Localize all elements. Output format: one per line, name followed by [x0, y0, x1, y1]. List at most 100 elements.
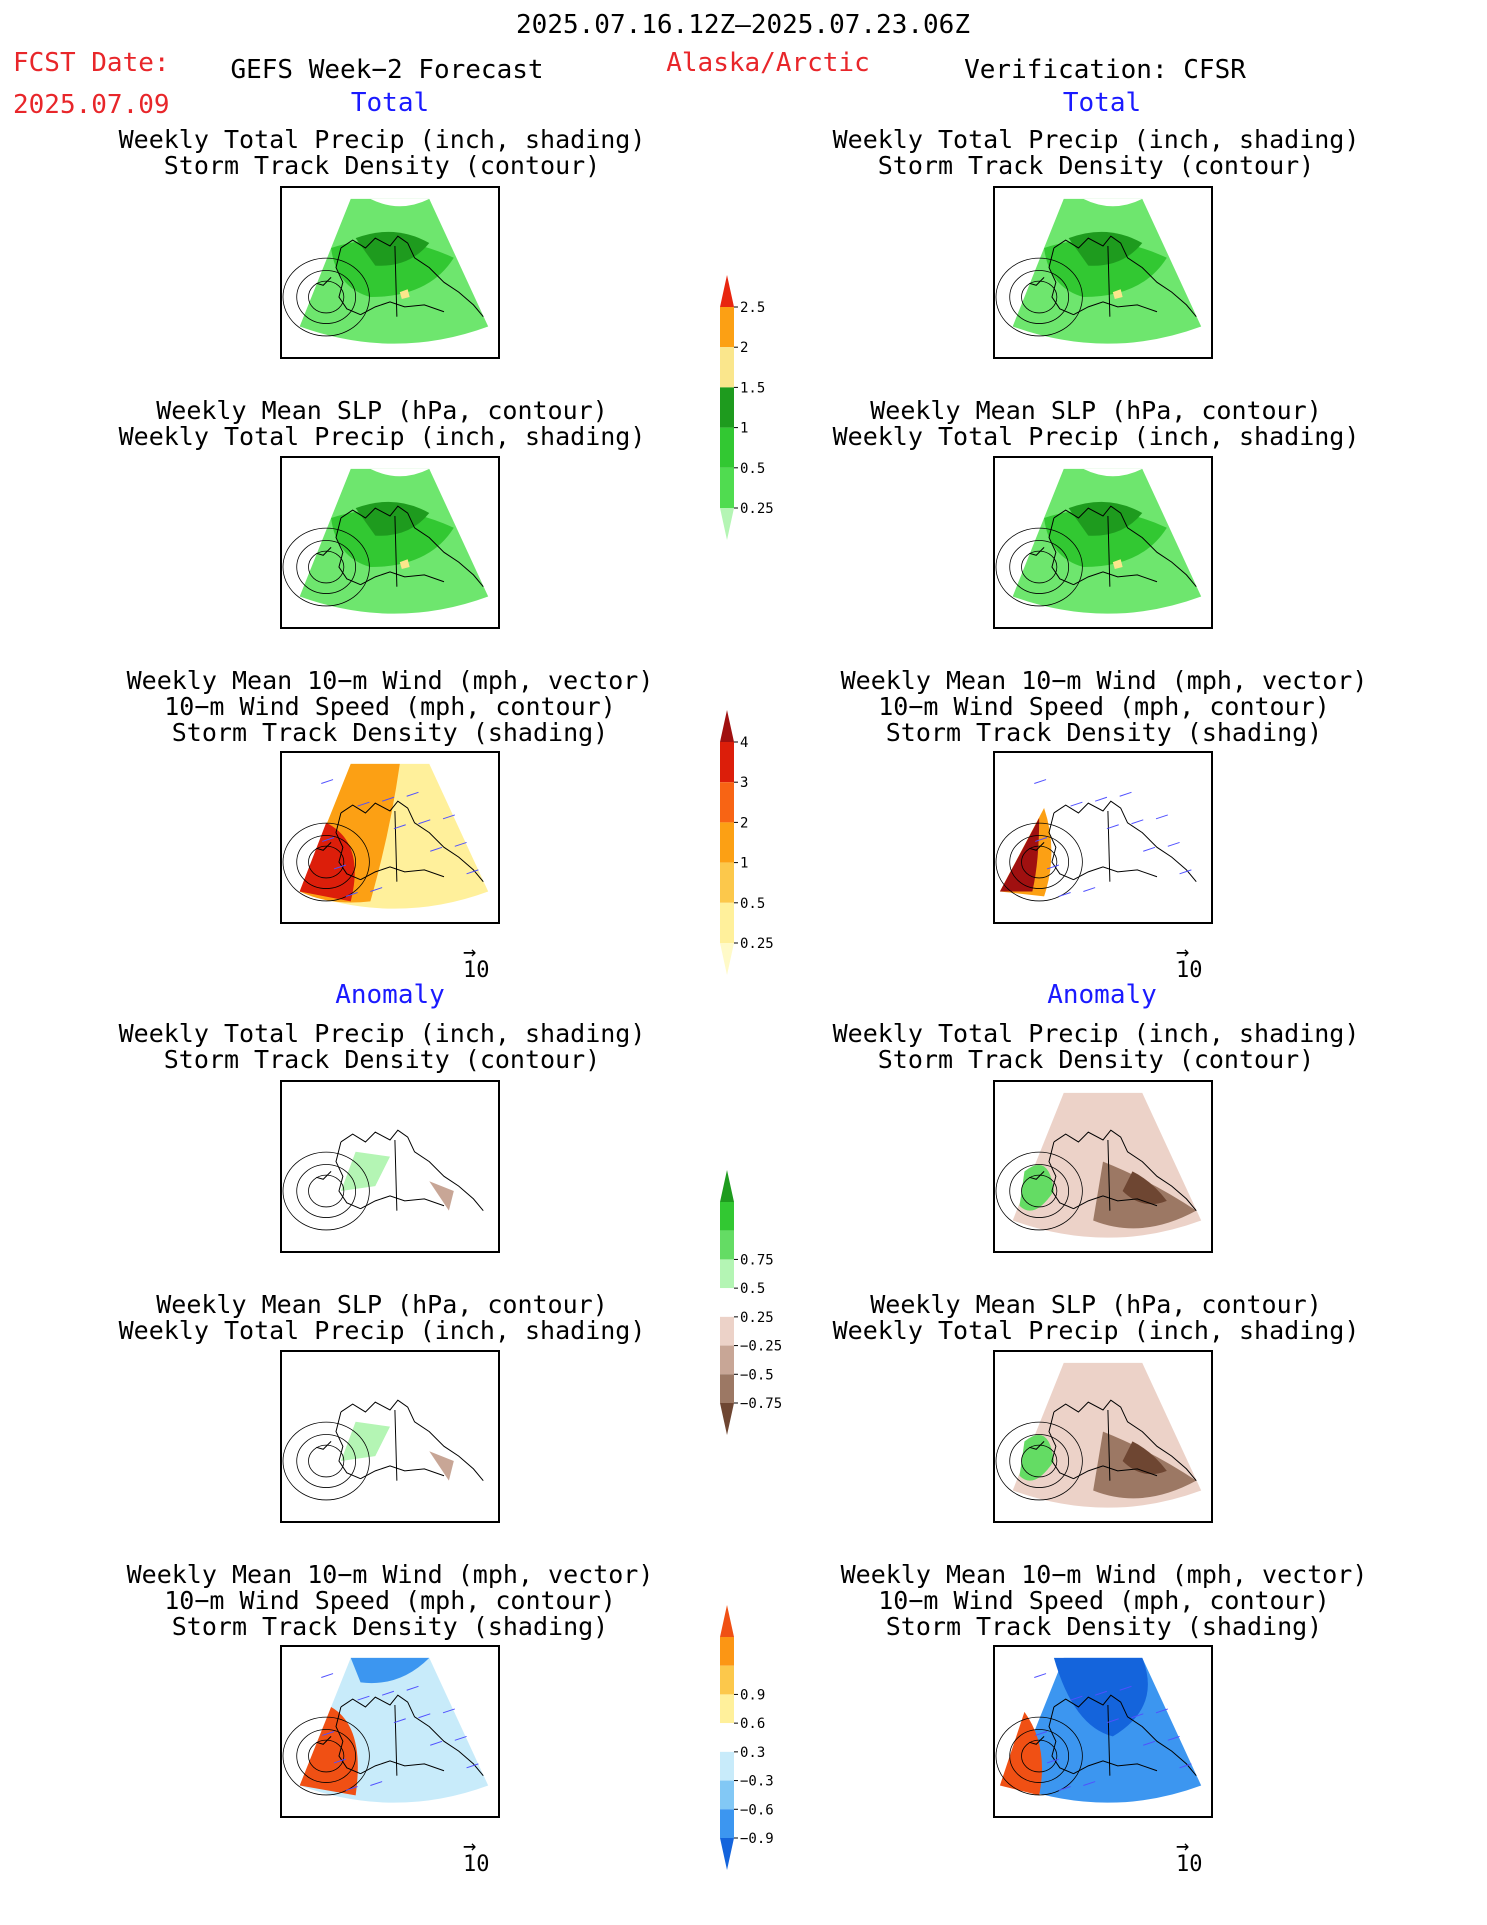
map-panel-anom-wind-fcst — [280, 1645, 500, 1818]
map-panel-anom-slp-fcst — [280, 1350, 500, 1523]
colorbar-segment — [720, 1202, 734, 1231]
wind-vector — [357, 801, 370, 807]
panel-title-line: Weekly Mean SLP (hPa, contour) — [156, 1290, 608, 1319]
wind-vector — [322, 837, 335, 842]
wind-vector — [393, 824, 406, 830]
arrow-right-icon: → — [1176, 940, 1190, 965]
panel-title-block: Weekly Mean 10−m Wind (mph, vector) 10−m… — [127, 668, 654, 746]
map-contour-line — [1009, 270, 1070, 324]
map-contour-line — [1009, 1434, 1070, 1488]
wind-vector — [418, 1713, 431, 1719]
colorbar-tick-label: 0.5 — [740, 461, 765, 477]
map-shading-region — [1068, 501, 1143, 536]
panel-title-line: 10−m Wind Speed (mph, contour) — [878, 1586, 1330, 1615]
panel-title-line: 10−m Wind Speed (mph, contour) — [164, 1586, 616, 1615]
wind-vector — [1119, 791, 1132, 797]
colorbar-bottom-triangle — [720, 1403, 734, 1435]
map-contour-line — [995, 257, 1083, 337]
colorbar-segment — [720, 1637, 734, 1666]
wind-vector — [381, 796, 395, 802]
colorbar-tick-label: 0.25 — [740, 501, 774, 517]
colorbar-segment — [720, 742, 734, 783]
panel-title-line: Storm Track Density (shading) — [885, 718, 1323, 747]
map-shading-region — [999, 817, 1040, 892]
map-coastline — [316, 800, 484, 882]
panel-title-block: Weekly Mean 10−m Wind (mph, vector) 10−m… — [841, 668, 1368, 746]
map-panel-total-precip-fcst — [280, 186, 500, 359]
panel-title-block: Weekly Total Precip (inch, shading) Stor… — [833, 1021, 1360, 1073]
colorbar-segment — [720, 1723, 734, 1752]
map-coastline — [316, 1694, 484, 1776]
wind-vector — [1058, 1786, 1071, 1791]
map-shading-region — [429, 1451, 454, 1481]
map-coastline — [316, 1129, 484, 1211]
map-shading-region — [1083, 468, 1143, 477]
colorbar-tick-label: 3 — [740, 775, 748, 791]
map-shading-region — [1044, 510, 1167, 568]
wind-vector — [1131, 1713, 1144, 1719]
wind-vector — [370, 1781, 383, 1786]
vector-reference: → 10 — [1176, 1836, 1203, 1876]
map-coastline — [316, 235, 484, 317]
wind-vector — [1094, 1690, 1108, 1696]
vector-reference: → 10 — [463, 942, 490, 982]
map-graphic — [282, 763, 489, 909]
colorbar-segment — [720, 862, 734, 903]
wind-vector — [1179, 1763, 1192, 1769]
map-graphic — [282, 1657, 489, 1803]
wind-vector — [1106, 824, 1119, 830]
panel-title-block: Weekly Mean SLP (hPa, contour) Weekly To… — [833, 398, 1360, 450]
colorbar-bottom-triangle — [720, 1838, 734, 1870]
wind-vector — [1155, 814, 1168, 820]
left-column-title: GEFS Week−2 Forecast — [230, 55, 544, 85]
colorbar-tick-label: 0.5 — [740, 896, 765, 912]
map-contour-line — [282, 527, 370, 607]
panel-title-line: Weekly Mean SLP (hPa, contour) — [870, 1290, 1322, 1319]
colorbar-segment — [720, 1259, 734, 1289]
wind-vector — [430, 1740, 443, 1746]
map-contour-line — [282, 257, 370, 337]
wind-vector — [321, 1673, 334, 1678]
map-contour-line — [1021, 1739, 1058, 1773]
map-coastline — [316, 1399, 484, 1481]
map-shading-region — [299, 1706, 358, 1796]
map-graphic — [282, 1129, 484, 1231]
map-contour-line — [296, 1434, 357, 1488]
wind-vector — [1035, 1731, 1048, 1736]
colorbar-segment — [720, 902, 734, 943]
fcst-date-value: 2025.07.09 — [13, 90, 170, 120]
map-graphic — [995, 198, 1202, 344]
wind-vector — [1143, 846, 1156, 852]
map-contour-line — [296, 1164, 357, 1218]
map-contour-line — [296, 540, 357, 594]
colorbar-anom-precip: −0.75 −0.5 −0.25 0.25 0.5 0.75 — [720, 1170, 782, 1435]
wind-vector — [442, 814, 455, 820]
map-panel-total-slp-verif — [993, 456, 1213, 629]
panel-title-line: Weekly Total Precip (inch, shading) — [832, 1316, 1360, 1345]
panel-title-line: Storm Track Density (shading) — [171, 1612, 609, 1641]
map-contour-line — [282, 1716, 370, 1796]
map-shading-region — [999, 1711, 1042, 1796]
wind-vector — [333, 864, 346, 870]
map-contour-line — [282, 1421, 370, 1501]
map-panel-total-wind-fcst — [280, 751, 500, 924]
map-contour-line — [1009, 1164, 1070, 1218]
wind-vector — [1058, 892, 1071, 897]
colorbar-segment — [720, 1374, 734, 1403]
colorbar-anom-storm: −0.9 −0.6 −0.3 0.3 0.6 0.9 — [720, 1605, 774, 1870]
colorbar-tick-label: 0.25 — [740, 936, 774, 952]
map-panel-anom-precip-fcst — [280, 1080, 500, 1253]
region-title: Alaska/Arctic — [666, 48, 870, 78]
map-panel-total-wind-verif — [993, 751, 1213, 924]
section-anomaly-left: Anomaly — [335, 980, 445, 1010]
fcst-date-label: FCST Date: — [13, 48, 170, 78]
map-graphic — [282, 1399, 484, 1501]
colorbar-segment — [720, 782, 734, 823]
colorbar-tick-label: 1 — [740, 421, 748, 437]
panel-title-line: Weekly Total Precip (inch, shading) — [832, 125, 1360, 154]
map-contour-line — [1021, 550, 1058, 584]
map-coastline — [316, 505, 484, 587]
colorbar-top-triangle — [720, 710, 734, 742]
colorbar-tick-label: 2.5 — [740, 300, 765, 316]
vector-reference: → 10 — [1176, 940, 1203, 982]
